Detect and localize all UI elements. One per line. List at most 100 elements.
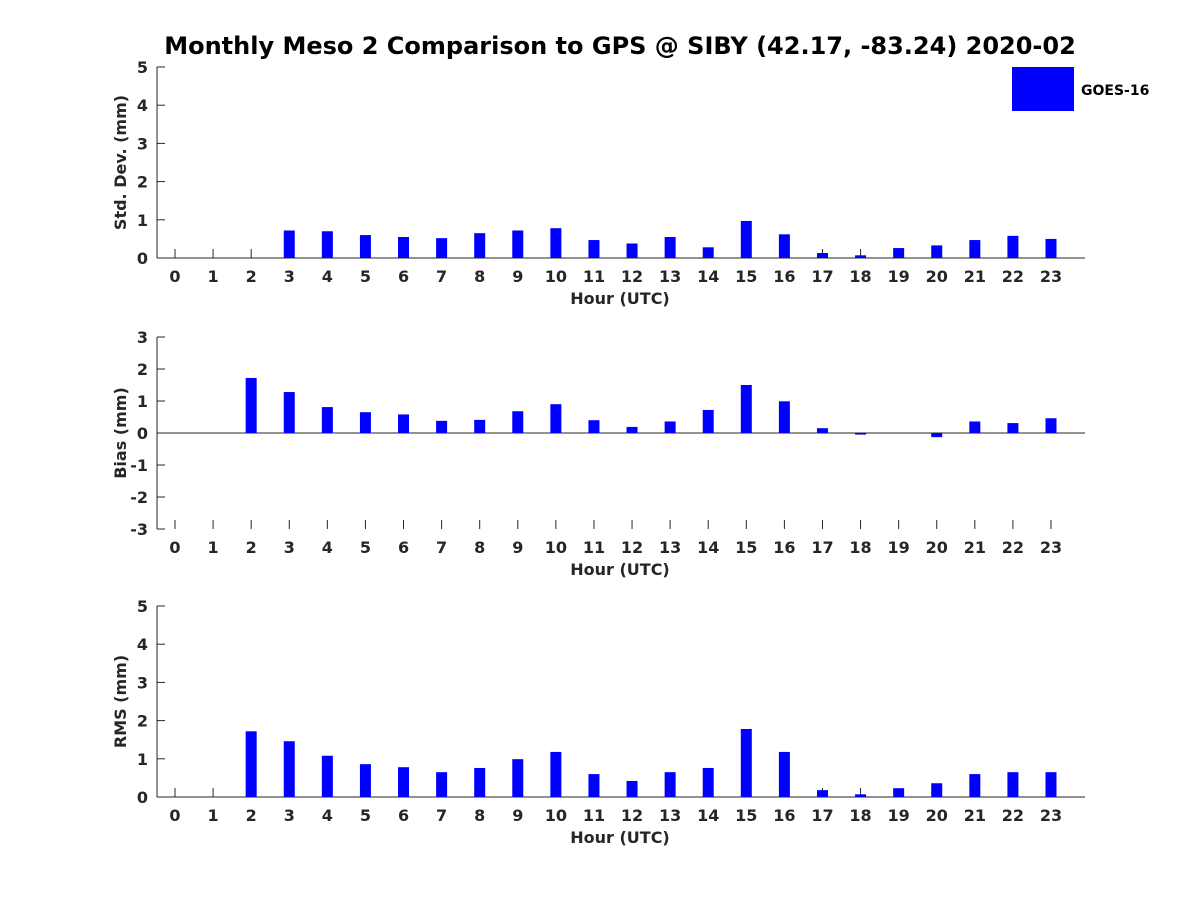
bar-rms-8 <box>474 767 486 797</box>
bar-bias-21 <box>969 421 981 433</box>
y-tick-label: 2 <box>137 173 148 192</box>
y-tick-label: 2 <box>137 360 148 379</box>
bar-bias-16 <box>778 401 790 433</box>
x-tick-label: 6 <box>398 267 409 286</box>
bar-std-dev-16 <box>778 234 790 258</box>
x-tick-label: 4 <box>322 538 333 557</box>
x-tick-label: 9 <box>512 806 523 825</box>
x-tick-label: 17 <box>811 538 833 557</box>
x-tick-label: 13 <box>659 806 681 825</box>
x-tick-label: 13 <box>659 267 681 286</box>
x-tick-label: 7 <box>436 267 447 286</box>
y-tick-label: 1 <box>137 750 148 769</box>
x-tick-label: 6 <box>398 538 409 557</box>
bar-std-dev-7 <box>436 238 448 258</box>
y-tick-label: 0 <box>137 249 148 268</box>
bar-std-dev-17 <box>816 253 828 258</box>
x-tick-label: 22 <box>1002 538 1024 557</box>
x-tick-label: 18 <box>849 267 871 286</box>
x-tick-label: 19 <box>888 267 910 286</box>
x-tick-label: 18 <box>849 806 871 825</box>
bar-bias-20 <box>931 433 943 438</box>
y-tick-label: -2 <box>130 488 148 507</box>
x-tick-label: 4 <box>322 806 333 825</box>
x-tick-label: 14 <box>697 267 719 286</box>
x-tick-label: 18 <box>849 538 871 557</box>
bar-std-dev-14 <box>702 247 714 258</box>
y-tick-label: 4 <box>137 96 148 115</box>
bar-rms-5 <box>359 764 371 797</box>
bar-rms-11 <box>588 774 600 797</box>
x-tick-label: 16 <box>773 538 795 557</box>
x-tick-label: 0 <box>169 267 180 286</box>
bar-bias-12 <box>626 426 638 433</box>
x-tick-label: 10 <box>545 806 567 825</box>
bar-rms-14 <box>702 767 714 797</box>
x-tick-label: 11 <box>583 806 605 825</box>
bar-bias-3 <box>283 392 295 433</box>
bar-std-dev-9 <box>512 230 524 258</box>
x-tick-label: 2 <box>246 267 257 286</box>
bar-std-dev-3 <box>283 230 295 258</box>
bar-std-dev-20 <box>931 245 943 258</box>
bar-std-dev-18 <box>855 255 867 258</box>
x-tick-label: 9 <box>512 267 523 286</box>
bar-std-dev-19 <box>893 248 905 258</box>
y-axis-label: RMS (mm) <box>111 655 130 748</box>
y-tick-label: 3 <box>137 134 148 153</box>
y-tick-label: 5 <box>137 597 148 616</box>
x-tick-label: 19 <box>888 806 910 825</box>
y-axis-label: Std. Dev. (mm) <box>111 95 130 230</box>
bar-rms-23 <box>1045 772 1057 797</box>
y-tick-label: 1 <box>137 211 148 230</box>
bar-rms-16 <box>778 751 790 797</box>
y-axis-label: Bias (mm) <box>111 387 130 479</box>
x-tick-label: 10 <box>545 267 567 286</box>
x-tick-label: 15 <box>735 267 757 286</box>
bar-bias-18 <box>855 433 867 435</box>
x-tick-label: 8 <box>474 538 485 557</box>
x-tick-label: 0 <box>169 538 180 557</box>
bar-std-dev-8 <box>474 233 486 258</box>
bar-rms-12 <box>626 780 638 797</box>
bar-rms-10 <box>550 751 562 797</box>
x-tick-label: 1 <box>208 267 219 286</box>
bar-bias-9 <box>512 411 524 433</box>
x-tick-label: 19 <box>888 538 910 557</box>
legend-label: GOES-16 <box>1081 83 1149 99</box>
bar-std-dev-4 <box>321 231 333 258</box>
x-tick-label: 1 <box>208 806 219 825</box>
bar-bias-11 <box>588 420 600 433</box>
bar-std-dev-13 <box>664 236 676 258</box>
x-tick-label: 14 <box>697 806 719 825</box>
bar-bias-8 <box>474 419 486 433</box>
y-tick-label: 3 <box>137 328 148 347</box>
x-axis-label: Hour (UTC) <box>570 289 670 308</box>
x-tick-label: 20 <box>926 538 948 557</box>
bar-bias-4 <box>321 407 333 433</box>
x-tick-label: 12 <box>621 267 643 286</box>
x-tick-label: 12 <box>621 806 643 825</box>
x-tick-label: 2 <box>246 538 257 557</box>
x-tick-label: 6 <box>398 806 409 825</box>
x-tick-label: 16 <box>773 806 795 825</box>
x-tick-label: 13 <box>659 538 681 557</box>
x-tick-label: 2 <box>246 806 257 825</box>
legend-swatch <box>1012 67 1074 111</box>
x-tick-label: 23 <box>1040 806 1062 825</box>
bar-rms-6 <box>398 767 410 797</box>
y-tick-label: 3 <box>137 673 148 692</box>
bar-rms-13 <box>664 772 676 797</box>
x-tick-label: 3 <box>284 267 295 286</box>
x-tick-label: 4 <box>322 267 333 286</box>
bar-bias-23 <box>1045 418 1057 433</box>
x-tick-label: 12 <box>621 538 643 557</box>
x-tick-label: 15 <box>735 806 757 825</box>
bar-std-dev-22 <box>1007 235 1019 258</box>
x-tick-label: 17 <box>811 267 833 286</box>
x-tick-label: 22 <box>1002 806 1024 825</box>
